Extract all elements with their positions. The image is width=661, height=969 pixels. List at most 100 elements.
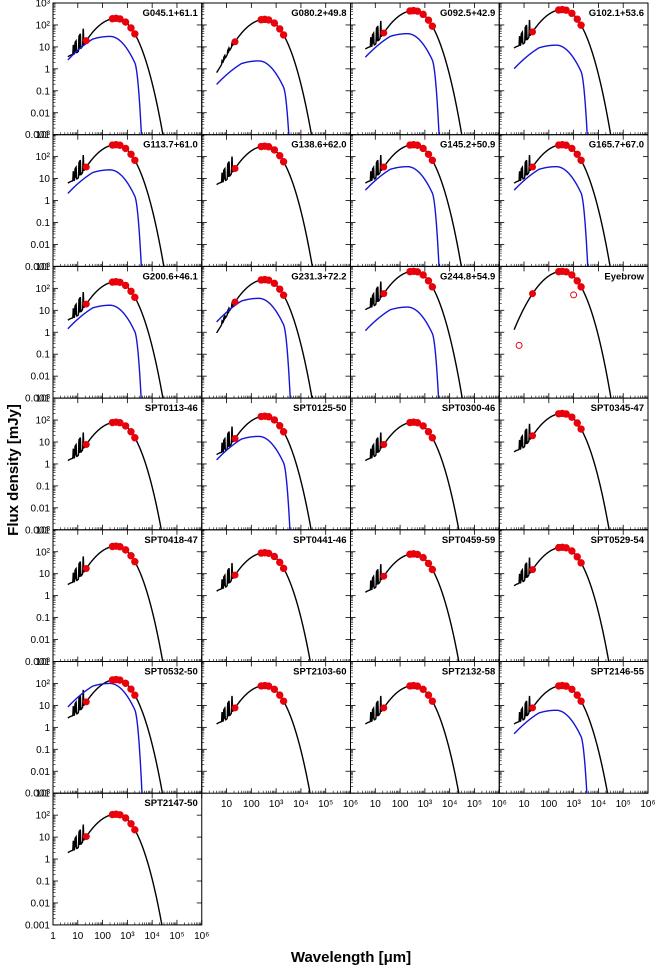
y-tick-label: 10³ [36, 657, 51, 668]
panel-plot-area [216, 681, 311, 794]
photometry-point [380, 163, 388, 171]
photometry-point [231, 298, 239, 306]
photometry-point [562, 544, 570, 552]
foreground-model-line [513, 709, 588, 794]
photometry-point [424, 428, 433, 436]
panel-label: SPT2147-50 [144, 798, 197, 809]
photometry-point [127, 552, 135, 560]
y-tick-label: 10³ [36, 525, 51, 536]
y-tick-label: 0.01 [31, 635, 51, 646]
panel: SPT0532-50 0.001 0.01 0.1 1 10 10² 10³ [25, 657, 203, 800]
photometry-point [127, 24, 135, 32]
photometry-point [279, 697, 288, 705]
x-tick-label: 10³ [566, 799, 581, 810]
photometry-point [270, 146, 279, 154]
photometry-point [121, 679, 130, 688]
panel-plot-area [67, 810, 163, 925]
photometry-point [131, 434, 139, 442]
photometry-point [413, 141, 422, 149]
photometry-point [573, 277, 581, 285]
panel: G138.6+62.0 [201, 134, 351, 267]
photometry-point [413, 682, 422, 690]
photometry-point [568, 9, 576, 18]
photometry-point [424, 277, 433, 285]
panel-plot-area [216, 549, 311, 662]
foreground-model-line [364, 306, 440, 399]
panel-label: SPT2103-60 [293, 667, 346, 678]
photometry-point [82, 300, 90, 308]
panel-frame [350, 397, 500, 531]
photometry-point [577, 425, 585, 433]
photometry-point [121, 422, 130, 430]
y-tick-label: 10 [39, 42, 51, 53]
photometry-point [529, 566, 537, 574]
y-tick-label: 10 [39, 174, 51, 185]
panel-label: SPT0125-50 [293, 403, 346, 414]
panel: SPT2132-58 10 100 10³ 10⁴ 10⁵ 10⁶ [350, 661, 507, 810]
panel-frame [52, 397, 203, 531]
photometry-point [82, 698, 90, 706]
y-tick-label: 0.01 [31, 503, 51, 514]
photometry-point [276, 25, 284, 33]
x-tick-label: 100 [94, 931, 111, 942]
panel-plot-area [67, 418, 163, 530]
panel: G092.5+42.9 [350, 2, 500, 136]
photometry-point [131, 691, 139, 699]
photometry-point [121, 18, 130, 26]
panel-label: G244.8+54.9 [440, 271, 495, 282]
x-tick-label: 10⁴ [144, 931, 159, 942]
panel-plot-area [67, 675, 164, 794]
photometry-point [568, 685, 576, 694]
foreground-model-line [216, 60, 290, 135]
panel-plot-area [364, 418, 460, 530]
photometry-point [231, 38, 239, 46]
panel: SPT2147-50 0.001 0.01 0.1 1 10 10² 10³ 1 10 100 10³… [25, 789, 209, 942]
y-tick-label: 10 [39, 833, 51, 844]
foreground-model-line [364, 165, 440, 267]
panel-plot-area [513, 141, 611, 267]
y-tick-label: 0.001 [25, 525, 50, 536]
panel: G200.6+46.1 0.001 0.01 0.1 1 10 10² 10³ [25, 262, 203, 405]
x-tick-label: 10 [370, 799, 382, 810]
y-tick-label: 0.01 [31, 108, 51, 119]
photometry-point [231, 571, 239, 579]
y-tick-label: 0.1 [36, 86, 50, 97]
panel-label: SPT0532-50 [144, 667, 197, 678]
photometry-point [413, 7, 422, 15]
photometry-point [573, 15, 581, 23]
photometry-point [380, 572, 388, 580]
photometry-point [264, 682, 273, 690]
photometry-point [231, 165, 239, 173]
panel-plot-area [67, 542, 164, 662]
photometry-point [276, 422, 284, 430]
foreground-model-line [364, 32, 440, 135]
panel-frame [350, 265, 500, 399]
panel: SPT2146-55 10 100 10³ 10⁴ 10⁵ 10⁶ [498, 661, 656, 810]
panel-label: SPT0459-59 [442, 535, 495, 546]
photometry-point [573, 419, 581, 427]
y-tick-label: 10³ [36, 789, 51, 800]
panel: SPT0418-47 0.001 0.01 0.1 1 10 10² 10³ [25, 525, 203, 668]
y-tick-label: 10² [36, 20, 51, 31]
y-tick-label: 1 [44, 64, 50, 75]
x-tick-label: 10 [221, 799, 233, 810]
y-tick-label: 10² [36, 811, 51, 822]
photometry-point [279, 564, 288, 573]
photometry-point [413, 550, 422, 559]
y-tick-label: 0.001 [25, 394, 50, 405]
foreground-model-line [67, 682, 143, 794]
photometry-point [82, 833, 90, 841]
photometry-point [276, 152, 284, 160]
x-tick-label: 10⁶ [492, 799, 507, 810]
panel: G244.8+54.9 [350, 265, 500, 399]
panel: G113.7+61.0 0.001 0.01 0.1 1 10 10² 10³ [25, 130, 203, 273]
photometry-point [82, 163, 90, 171]
panel: SPT0345-47 [498, 397, 649, 531]
x-tick-label: 10⁶ [343, 799, 358, 810]
panel: G165.7+67.0 [498, 134, 649, 267]
photometry-point [428, 697, 437, 705]
photometry-point [116, 676, 124, 684]
panel-plot-area [364, 6, 463, 135]
photometry-point [270, 19, 279, 27]
photometry-point [562, 268, 570, 276]
